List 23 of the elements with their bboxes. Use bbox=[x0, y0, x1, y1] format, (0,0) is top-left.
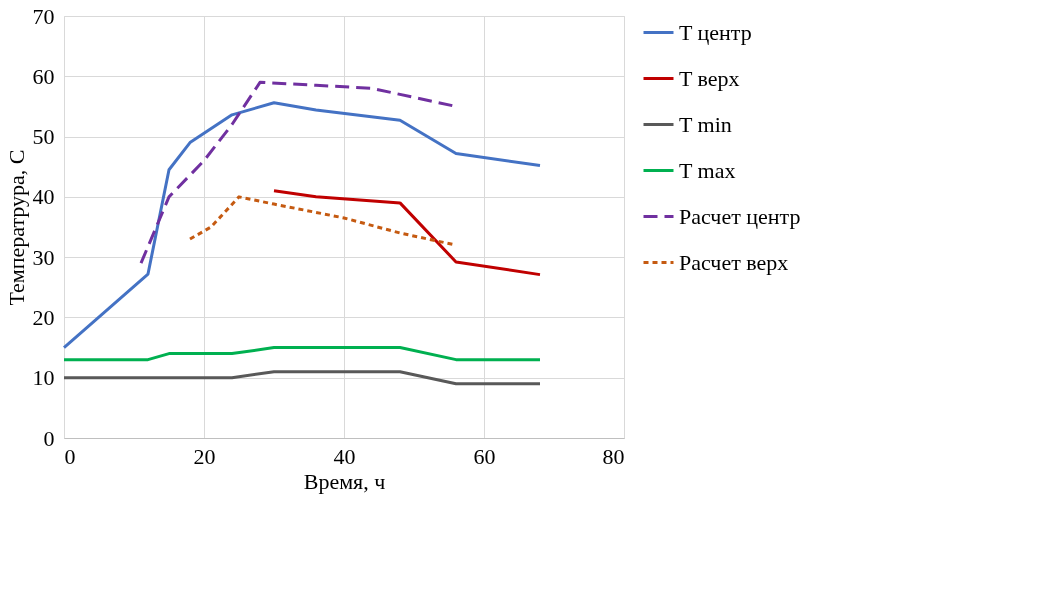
y-tick-label: 20 bbox=[32, 304, 55, 330]
legend-label: Расчет центр bbox=[679, 203, 801, 229]
y-tick-label: 70 bbox=[32, 3, 55, 29]
x-tick-label: 80 bbox=[602, 443, 625, 469]
y-tick-label: 30 bbox=[32, 244, 55, 270]
x-tick-label: 60 bbox=[473, 443, 496, 469]
legend-label: T max bbox=[679, 157, 736, 183]
y-tick-label: 40 bbox=[32, 184, 55, 210]
legend-label: T верх bbox=[679, 65, 740, 91]
x-axis-title: Время, ч bbox=[303, 468, 386, 494]
x-tick-label: 20 bbox=[193, 443, 216, 469]
legend-label: T центр bbox=[679, 19, 752, 45]
legend-label: T min bbox=[679, 111, 732, 137]
y-tick-label: 50 bbox=[32, 124, 55, 150]
legend-label: Расчет верх bbox=[679, 249, 789, 275]
x-tick-label: 0 bbox=[64, 443, 76, 469]
y-tick-label: 0 bbox=[43, 425, 55, 451]
y-tick-label: 60 bbox=[32, 63, 55, 89]
y-axis-title: Темпeратрура, С bbox=[3, 149, 29, 306]
line-series bbox=[272, 189, 542, 277]
y-tick-label: 10 bbox=[32, 365, 55, 391]
x-tick-label: 40 bbox=[333, 443, 356, 469]
line-series bbox=[62, 101, 542, 350]
